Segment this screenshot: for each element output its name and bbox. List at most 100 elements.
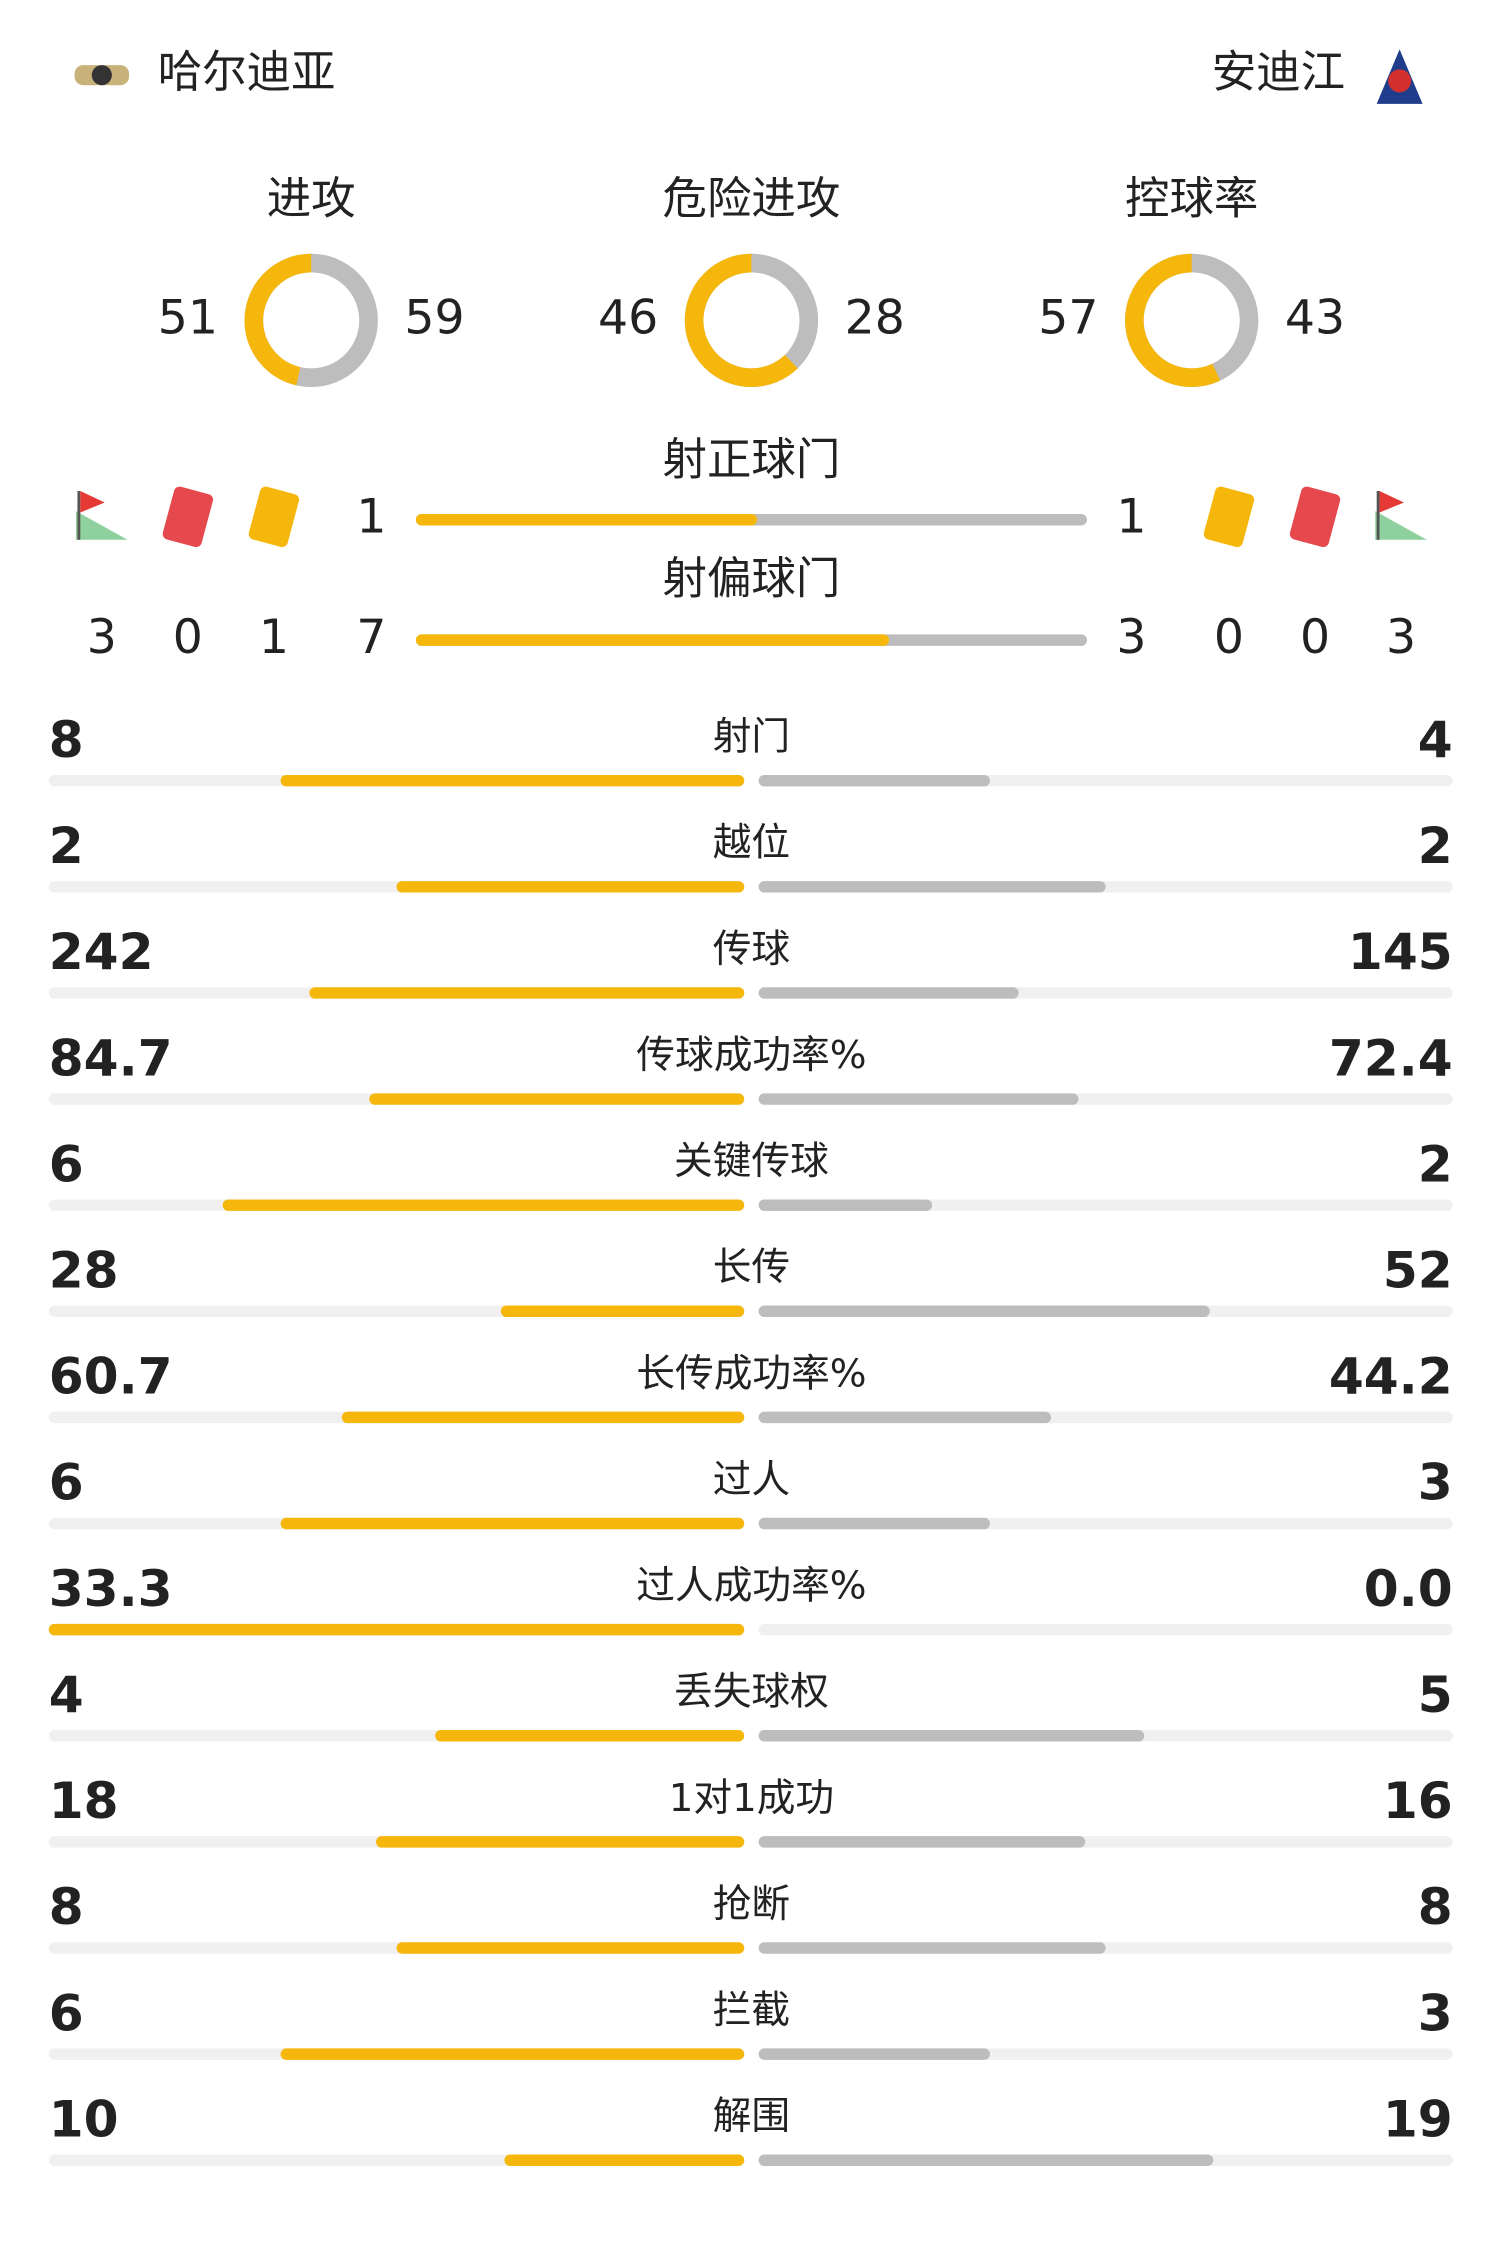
track [758, 1623, 1453, 1636]
stat-label: 拦截 [713, 1988, 790, 2033]
away-value: 4 [1418, 710, 1453, 769]
home-bar [376, 1836, 745, 1848]
home-value: 84.7 [49, 1028, 173, 1087]
away-value: 3 [1116, 610, 1146, 665]
home-value: 1 [356, 490, 386, 545]
away-logo [1376, 49, 1423, 104]
away-value: 2 [1418, 816, 1453, 875]
away-value: 3 [1418, 1453, 1453, 1512]
away-bar [758, 1199, 933, 1211]
away-bar [758, 1093, 1079, 1105]
home-bar [435, 1730, 745, 1742]
home-value: 6 [49, 1453, 84, 1512]
home-bar [369, 1093, 745, 1105]
yellow-card-icon [1203, 486, 1255, 548]
home-value: 51 [158, 290, 218, 345]
home-corners: 3 [87, 610, 117, 665]
corner-flag [1379, 491, 1404, 513]
donut-home [244, 253, 378, 388]
away-value: 52 [1383, 1241, 1453, 1300]
away-bar [758, 1730, 1145, 1742]
away-bar [758, 1836, 1086, 1848]
away-bar [758, 1517, 990, 1530]
home-red: 0 [173, 610, 203, 665]
corner-icon [1375, 511, 1427, 540]
away-name: 安迪江 [1212, 47, 1345, 98]
away-value: 3 [1418, 1983, 1453, 2042]
home-value: 8 [49, 1877, 84, 1936]
home-bar [309, 987, 745, 999]
away-bar [758, 1411, 1052, 1424]
home-value: 242 [49, 922, 154, 981]
red-card-icon [1289, 486, 1341, 548]
home-value: 4 [49, 1665, 84, 1724]
track [758, 1199, 1453, 1211]
home-value: 8 [49, 710, 84, 769]
home-bar [504, 2154, 745, 2166]
home-bar [48, 1623, 745, 1636]
home-value: 6 [49, 1983, 84, 2042]
away-bar [758, 2048, 990, 2060]
stat-label: 关键传球 [674, 1139, 829, 1184]
home-name: 哈尔迪亚 [158, 47, 336, 98]
home-value: 6 [49, 1134, 84, 1193]
donut-home [684, 253, 819, 388]
away-value: 59 [404, 290, 464, 345]
home-bar [280, 774, 745, 787]
home-value: 57 [1038, 290, 1098, 345]
away-value: 19 [1383, 2089, 1453, 2148]
stat-label: 过人 [713, 1457, 790, 1502]
away-value: 0.0 [1364, 1559, 1453, 1618]
away-value: 1 [1116, 490, 1146, 545]
stat-label: 解围 [713, 2094, 790, 2139]
shots-title: 射偏球门 [663, 553, 841, 604]
home-bar [280, 1517, 745, 1530]
away-value: 72.4 [1329, 1028, 1453, 1087]
home-value: 33.3 [49, 1559, 173, 1618]
away-value: 16 [1383, 1771, 1453, 1830]
away-value: 5 [1418, 1665, 1453, 1724]
home-value: 18 [49, 1771, 119, 1830]
away-bar [758, 881, 1106, 893]
corner-icon [76, 511, 128, 540]
stat-label: 丢失球权 [674, 1670, 829, 1715]
home-logo [74, 65, 130, 86]
away-value: 44.2 [1329, 1347, 1453, 1406]
home-value: 2 [49, 816, 84, 875]
home-value: 28 [49, 1241, 119, 1300]
stat-label: 越位 [713, 821, 790, 866]
away-corners: 3 [1386, 610, 1416, 665]
home-value: 60.7 [49, 1347, 173, 1406]
stat-label: 过人成功率% [636, 1564, 866, 1609]
away-value: 2 [1418, 1134, 1453, 1193]
away-bar [758, 774, 990, 787]
away-bar [758, 987, 1019, 999]
home-bar [396, 1942, 745, 1954]
donut-title: 危险进攻 [663, 173, 841, 224]
home-bar [280, 2048, 745, 2060]
away-bar [758, 2154, 1214, 2166]
home-bar [222, 1199, 745, 1211]
home-bar [396, 881, 745, 893]
stat-label: 传球成功率% [636, 1033, 866, 1078]
away-value: 145 [1348, 922, 1453, 981]
red-card-icon [162, 486, 214, 548]
corner-flag [80, 491, 105, 513]
stat-label: 抢断 [713, 1882, 790, 1927]
stat-label: 长传 [713, 1245, 790, 1290]
home-value: 7 [356, 610, 386, 665]
away-bar [758, 1942, 1106, 1954]
stat-label: 射门 [713, 715, 790, 760]
away-bar [758, 1305, 1210, 1318]
donut-title: 进攻 [267, 173, 356, 224]
home-bar [341, 1411, 745, 1424]
donut-home [1125, 253, 1259, 388]
away-yellow: 0 [1214, 610, 1244, 665]
donut-title: 控球率 [1125, 173, 1258, 224]
stat-label: 长传成功率% [636, 1351, 866, 1396]
stat-label: 1对1成功 [669, 1776, 834, 1821]
home-yellow: 1 [259, 610, 289, 665]
yellow-card-icon [248, 486, 300, 548]
shots-title: 射正球门 [663, 434, 841, 485]
